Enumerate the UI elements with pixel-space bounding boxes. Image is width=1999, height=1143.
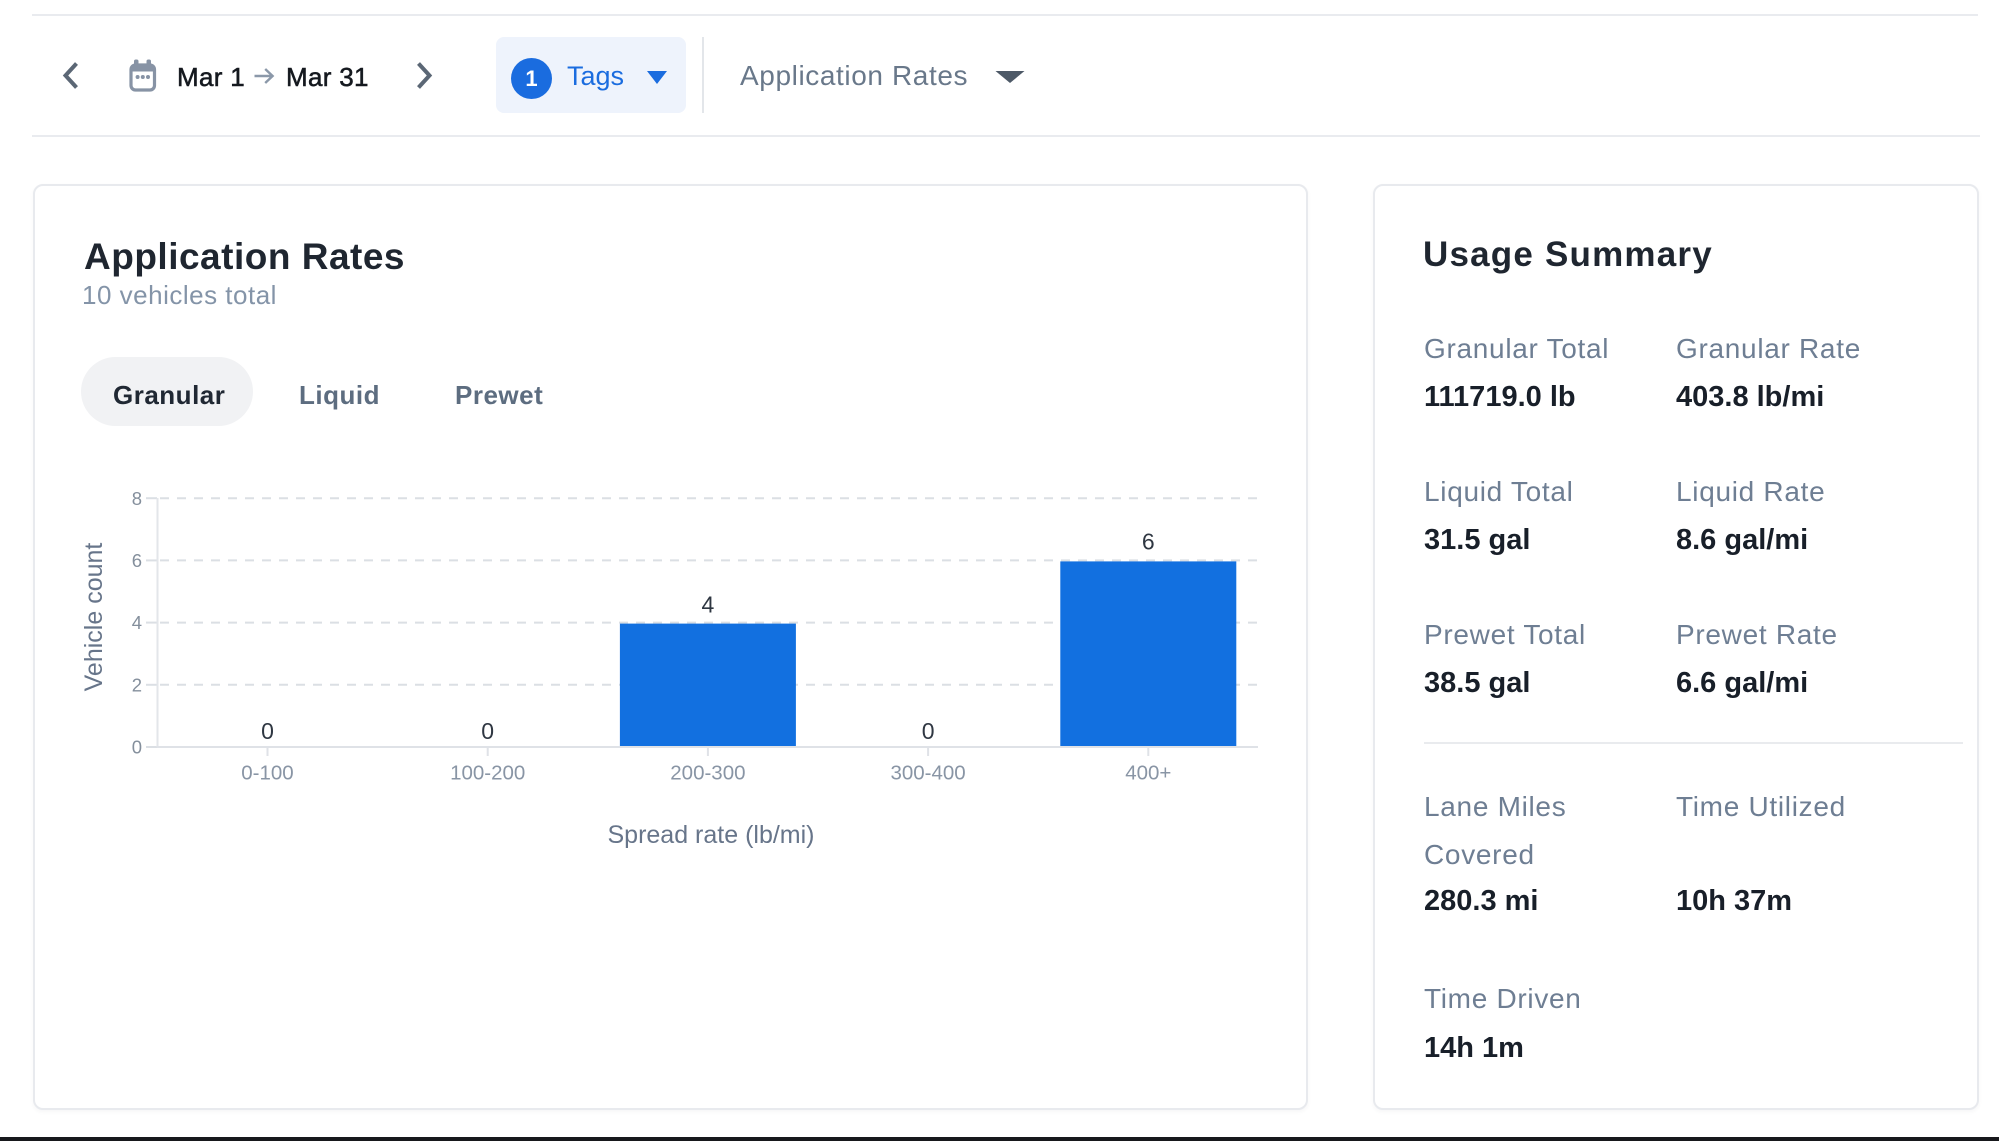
svg-text:400+: 400+ — [1125, 762, 1171, 785]
svg-text:Vehicle count: Vehicle count — [80, 543, 108, 692]
svg-text:6: 6 — [1142, 529, 1155, 555]
svg-text:8: 8 — [132, 488, 142, 509]
svg-text:0: 0 — [481, 718, 494, 744]
svg-text:6: 6 — [132, 550, 142, 571]
svg-text:4: 4 — [132, 612, 142, 633]
svg-text:200-300: 200-300 — [670, 762, 745, 785]
svg-text:4: 4 — [702, 591, 715, 617]
svg-text:300-400: 300-400 — [890, 762, 965, 785]
svg-text:0: 0 — [132, 737, 142, 758]
svg-text:Spread rate (lb/mi): Spread rate (lb/mi) — [607, 821, 814, 849]
svg-text:100-200: 100-200 — [450, 762, 525, 785]
svg-text:0: 0 — [261, 718, 274, 744]
svg-text:0-100: 0-100 — [241, 762, 293, 785]
svg-text:0: 0 — [922, 718, 935, 744]
svg-text:2: 2 — [132, 674, 142, 695]
